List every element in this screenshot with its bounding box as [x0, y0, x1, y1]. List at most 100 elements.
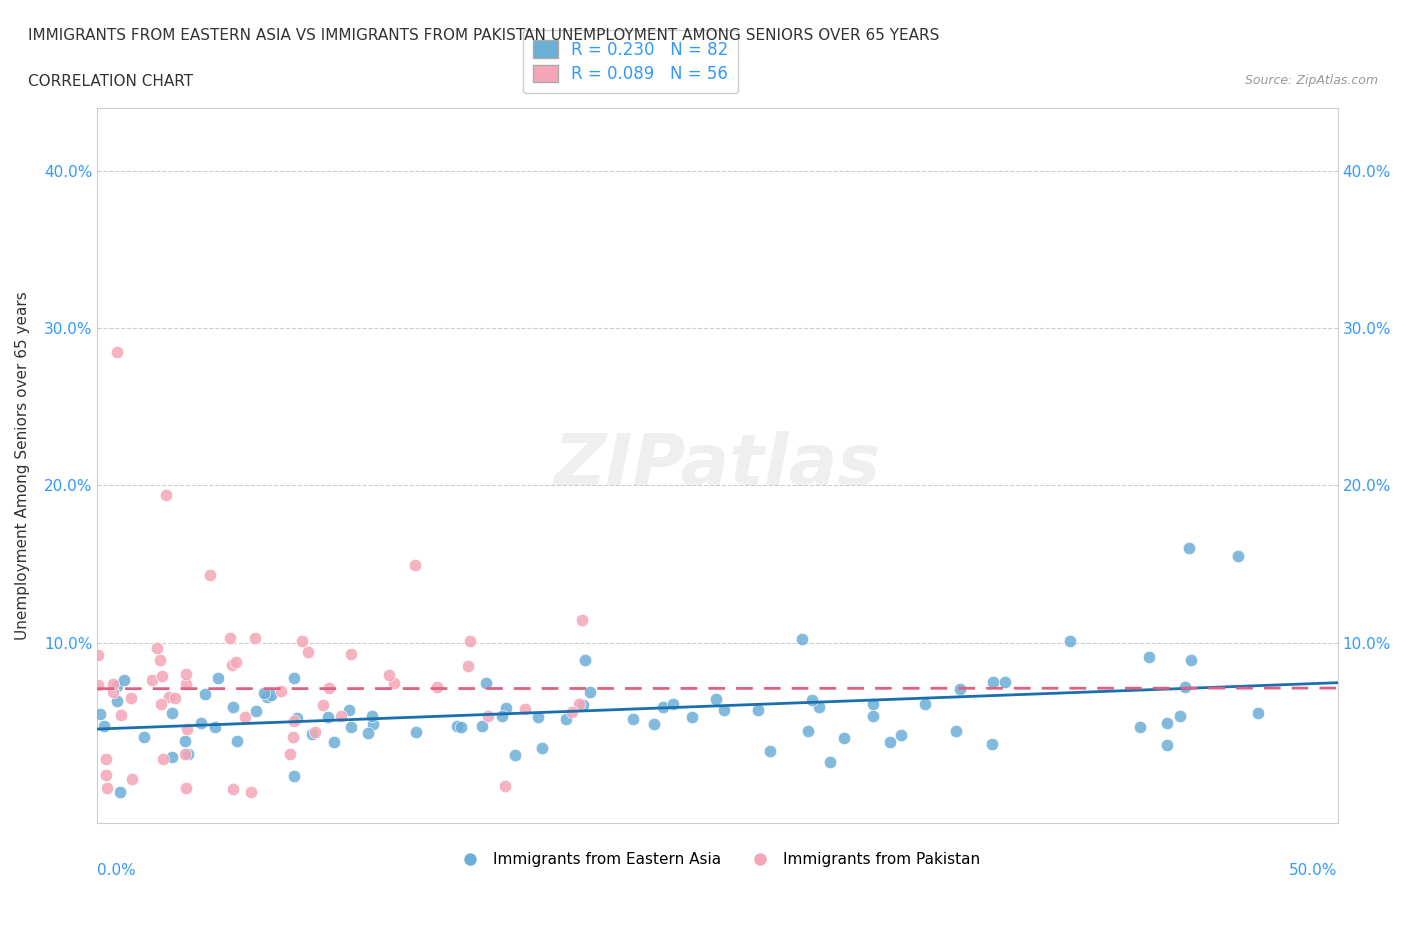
Point [807, 699, 830, 714]
Point [163, 690, 186, 705]
Point [280, 747, 302, 762]
Point [405, 724, 427, 739]
Point [155, 487, 177, 502]
Point [571, 613, 593, 628]
Point [513, 701, 536, 716]
Y-axis label: Unemployment Among Seniors over 65 years: Unemployment Among Seniors over 65 years [15, 291, 30, 640]
Point [304, 724, 326, 739]
Point [146, 641, 169, 656]
Point [446, 718, 468, 733]
Point [426, 680, 449, 695]
Point [491, 709, 513, 724]
Point [1168, 709, 1191, 724]
Point [531, 740, 554, 755]
Point [225, 655, 247, 670]
Point [792, 631, 814, 646]
Point [252, 685, 274, 700]
Point [862, 697, 884, 711]
Point [981, 674, 1004, 689]
Point [150, 669, 173, 684]
Point [704, 692, 727, 707]
Point [105, 344, 128, 359]
Point [176, 667, 198, 682]
Point [94, 768, 117, 783]
Point [914, 697, 936, 711]
Point [1180, 653, 1202, 668]
Point [103, 676, 125, 691]
Point [1156, 715, 1178, 730]
Point [174, 781, 197, 796]
Point [994, 674, 1017, 689]
Point [283, 730, 305, 745]
Point [337, 702, 360, 717]
Point [283, 671, 305, 685]
Point [554, 711, 576, 726]
Point [207, 671, 229, 685]
Point [713, 703, 735, 718]
Point [796, 724, 818, 738]
Point [243, 631, 266, 646]
Point [323, 735, 346, 750]
Point [190, 716, 212, 731]
Point [233, 710, 256, 724]
Point [1178, 541, 1201, 556]
Point [149, 697, 172, 711]
Point [105, 694, 128, 709]
Point [176, 722, 198, 737]
Point [177, 746, 200, 761]
Point [121, 771, 143, 786]
Point [494, 778, 516, 793]
Point [240, 785, 263, 800]
Point [832, 730, 855, 745]
Point [297, 644, 319, 659]
Point [361, 708, 384, 723]
Point [450, 720, 472, 735]
Point [574, 653, 596, 668]
Point [382, 675, 405, 690]
Point [1227, 549, 1250, 564]
Text: 0.0%: 0.0% [97, 863, 136, 878]
Point [1174, 680, 1197, 695]
Point [621, 711, 644, 726]
Point [112, 672, 135, 687]
Point [571, 698, 593, 712]
Point [108, 785, 131, 800]
Point [194, 686, 217, 701]
Point [357, 726, 380, 741]
Point [651, 699, 673, 714]
Point [477, 709, 499, 724]
Point [96, 751, 118, 766]
Point [132, 729, 155, 744]
Point [1247, 706, 1270, 721]
Point [226, 734, 249, 749]
Point [471, 718, 494, 733]
Point [361, 717, 384, 732]
Point [120, 691, 142, 706]
Point [285, 711, 308, 725]
Point [152, 751, 174, 766]
Point [643, 716, 665, 731]
Text: 50.0%: 50.0% [1289, 863, 1337, 878]
Point [110, 708, 132, 723]
Point [218, 631, 240, 645]
Point [301, 727, 323, 742]
Point [103, 684, 125, 699]
Point [283, 769, 305, 784]
Point [157, 689, 180, 704]
Point [283, 714, 305, 729]
Point [270, 684, 292, 698]
Point [340, 720, 363, 735]
Point [879, 734, 901, 749]
Point [174, 733, 197, 748]
Text: ZIPatlas: ZIPatlas [554, 432, 882, 500]
Point [1156, 737, 1178, 752]
Point [93, 719, 115, 734]
Point [475, 676, 498, 691]
Point [890, 727, 912, 742]
Point [681, 710, 703, 724]
Point [160, 750, 183, 764]
Point [458, 633, 481, 648]
Point [1137, 650, 1160, 665]
Point [245, 703, 267, 718]
Point [818, 755, 841, 770]
